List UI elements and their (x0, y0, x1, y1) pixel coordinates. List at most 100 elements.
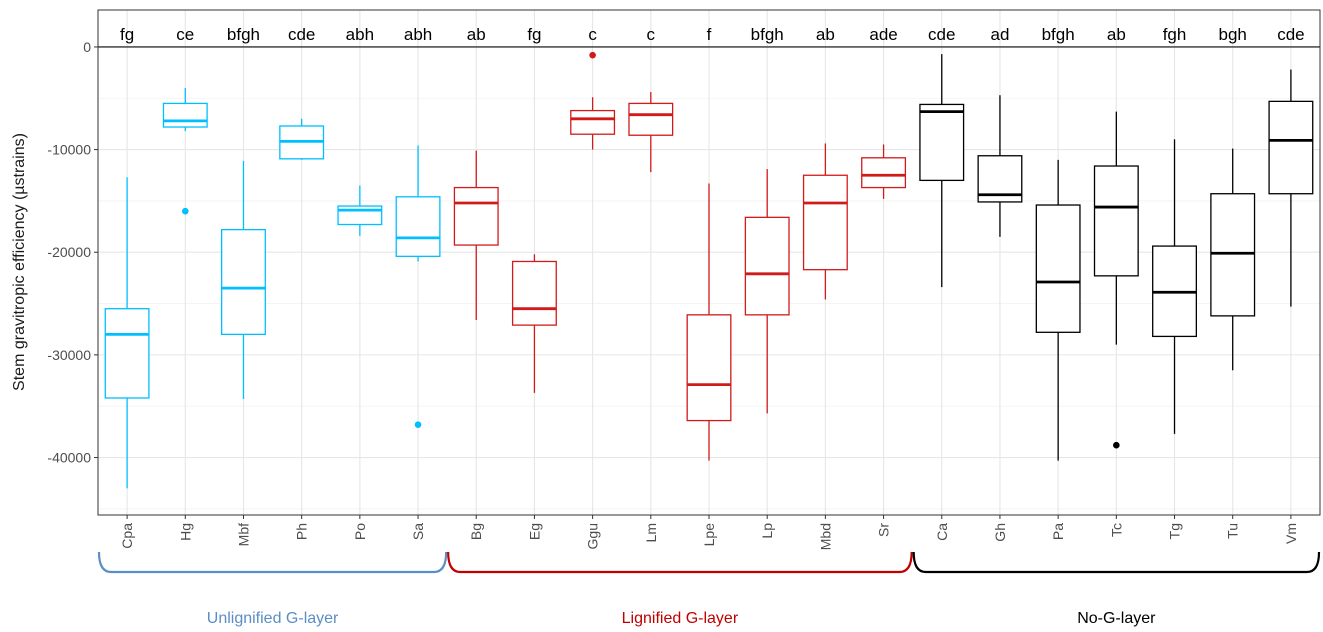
box-gh (977, 95, 1023, 237)
x-tick-label: Gh (992, 523, 1008, 542)
outlier-point (181, 207, 189, 215)
box-ca (919, 54, 965, 288)
significance-letter: cde (288, 25, 315, 44)
x-tick-label: Lp (759, 523, 775, 539)
x-tick-label: Cpa (119, 523, 135, 549)
significance-letter: fg (527, 25, 541, 44)
iqr-box (1210, 193, 1256, 317)
y-axis: 0 -10000 -20000 -30000 -40000 (47, 39, 98, 466)
x-tick-label: Po (352, 523, 368, 540)
group-label: No-G-layer (1077, 610, 1156, 627)
significance-letter: f (707, 25, 712, 44)
significance-letter: bgh (1219, 25, 1247, 44)
iqr-box (919, 103, 965, 182)
y-tick-label: -10000 (47, 142, 91, 158)
boxes (104, 51, 1314, 489)
group-label: Unlignified G-layer (207, 610, 339, 627)
x-tick-label: Ggu (585, 523, 601, 549)
significance-letter: ade (869, 25, 897, 44)
box-vm (1268, 69, 1314, 307)
x-tick-label: Hg (177, 523, 193, 541)
box-lpe (686, 183, 732, 461)
outlier-point (414, 421, 422, 428)
iqr-box (1268, 100, 1314, 195)
x-tick-label: Mbd (817, 523, 833, 550)
box-lp (744, 169, 790, 414)
x-tick-label: Tg (1167, 523, 1183, 539)
significance-letter: bfgh (1042, 25, 1075, 44)
significance-letter: c (588, 25, 597, 44)
x-axis: Cpa Hg Mbf Ph Po Sa Bg Eg Ggu Lm Lpe Lp Mbd Sr Ca Gh Pa T… (119, 515, 1299, 550)
box-eg (511, 254, 557, 393)
iqr-box (162, 102, 208, 128)
iqr-box (570, 109, 616, 135)
x-tick-label: Ph (294, 523, 310, 540)
box-mbf (221, 160, 266, 400)
significance-letter: ab (816, 25, 835, 44)
significance-letter: ab (467, 25, 486, 44)
group-bracket (912, 551, 1321, 574)
box-ph (279, 118, 325, 160)
iqr-box (628, 102, 674, 136)
significance-letter: bfgh (227, 25, 260, 44)
y-tick-label: -40000 (47, 450, 91, 466)
group-bracket (97, 551, 448, 574)
x-tick-label: Sr (876, 523, 892, 537)
x-tick-label: Lpe (701, 523, 717, 547)
iqr-box (1035, 204, 1081, 333)
box-hg (162, 88, 208, 215)
box-sa (395, 145, 441, 428)
significance-letter: fg (120, 25, 134, 44)
x-tick-label: Tc (1108, 523, 1124, 537)
x-tick-label: Pa (1050, 523, 1066, 540)
x-tick-label: Bg (468, 523, 484, 540)
significance-letter: c (647, 25, 656, 44)
iqr-box (453, 186, 499, 246)
x-tick-label: Tu (1225, 523, 1241, 539)
iqr-box (511, 260, 557, 326)
x-tick-label: Lm (643, 523, 659, 542)
y-tick-label: -30000 (47, 347, 91, 363)
significance-letter: cde (928, 25, 955, 44)
x-tick-label: Ca (934, 523, 950, 541)
box-bg (453, 150, 499, 320)
box-cpa (104, 177, 150, 489)
iqr-box (104, 308, 150, 399)
x-tick-label: Vm (1283, 523, 1299, 544)
box-po (337, 185, 383, 236)
iqr-box (802, 174, 848, 271)
box-sr (861, 144, 907, 199)
significance-letter: abh (404, 25, 432, 44)
box-tc (1093, 111, 1139, 449)
x-tick-label: Eg (526, 523, 542, 540)
box-tu (1210, 148, 1256, 371)
y-tick-label: -20000 (47, 244, 91, 260)
y-tick-label: 0 (83, 39, 91, 55)
iqr-box (686, 314, 732, 422)
significance-letter: ad (990, 25, 1009, 44)
significance-letters: fg ce bfgh cde abh abh ab fg c c f bfgh ab ade cde ad bf… (120, 25, 1305, 44)
outlier-point (589, 51, 596, 59)
significance-letter: fgh (1163, 25, 1187, 44)
box-tg (1152, 139, 1197, 434)
significance-letter: ab (1107, 25, 1126, 44)
outlier-point (1113, 441, 1120, 449)
box-ggu (570, 51, 616, 150)
iqr-box (1093, 165, 1139, 277)
significance-letter: cde (1277, 25, 1304, 44)
box-pa (1035, 159, 1081, 461)
significance-letter: abh (346, 25, 374, 44)
significance-letter: ce (176, 25, 194, 44)
iqr-box (861, 157, 907, 189)
group-label: Lignified G-layer (622, 610, 739, 627)
significance-letter: bfgh (751, 25, 784, 44)
group-bracket (447, 551, 913, 574)
y-axis-title: Stem gravitropic efficiency (µstrains) (11, 133, 28, 391)
group-brackets: Unlignified G-layer Lignified G-layer No-G… (97, 551, 1321, 627)
x-tick-label: Sa (410, 523, 426, 540)
iqr-box (744, 216, 790, 316)
iqr-box (221, 229, 266, 335)
x-tick-label: Mbf (235, 523, 251, 546)
box-mbd (802, 143, 848, 300)
